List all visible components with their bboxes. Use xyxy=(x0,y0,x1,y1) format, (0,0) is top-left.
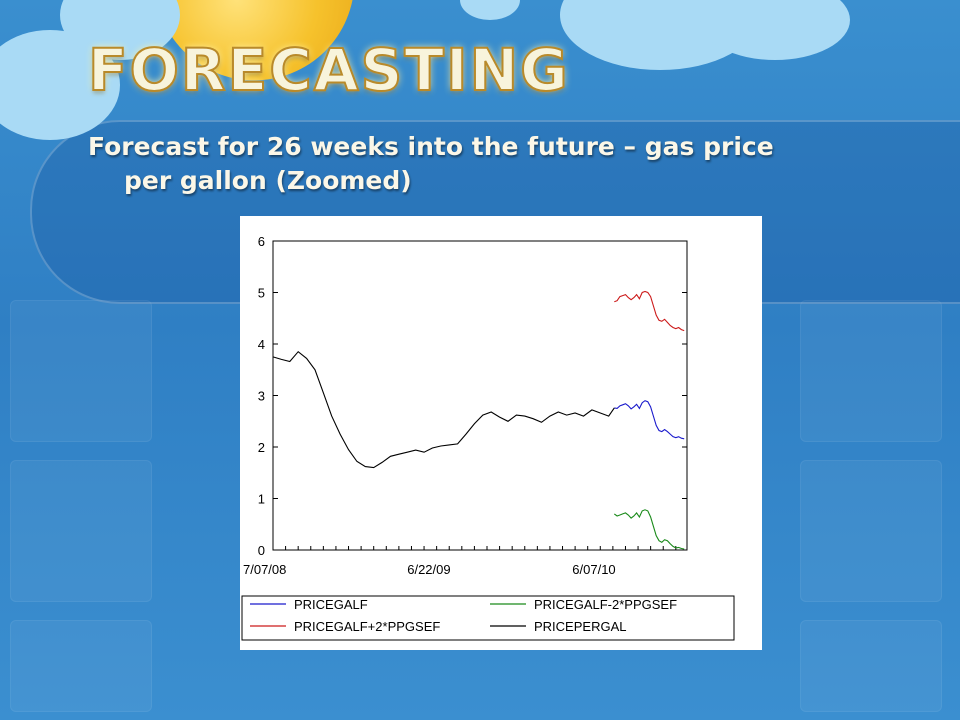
y-tick-label: 2 xyxy=(258,440,265,455)
background-tile xyxy=(800,300,942,442)
legend-box xyxy=(241,595,735,641)
x-axis: 7/07/08 6/22/09 6/07/10 xyxy=(243,546,677,577)
y-tick-label: 3 xyxy=(258,389,265,404)
slide-title: FORECASTING xyxy=(87,35,570,105)
slide-subtitle: Forecast for 26 weeks into the future – … xyxy=(88,130,888,198)
series-lines xyxy=(272,290,685,550)
subtitle-line-1: Forecast for 26 weeks into the future – … xyxy=(88,132,774,161)
cloud-icon xyxy=(460,0,520,20)
legend: PRICEGALF PRICEGALF-2*PPGSEF PRICEGALF+2*P… xyxy=(250,597,677,634)
series-line xyxy=(613,509,685,550)
background-tile xyxy=(10,300,152,442)
y-tick-label: 6 xyxy=(258,234,265,249)
background-tile xyxy=(10,620,152,712)
x-tick-label: 6/22/09 xyxy=(407,562,450,577)
x-tick-label: 6/07/10 xyxy=(572,562,615,577)
plot-area xyxy=(272,240,688,551)
y-axis: 0 1 2 3 4 5 6 xyxy=(258,234,687,558)
series-line xyxy=(272,350,615,469)
background-tile xyxy=(10,460,152,602)
x-tick-label: 7/07/08 xyxy=(243,562,286,577)
legend-label: PRICEGALF xyxy=(294,597,368,612)
y-tick-label: 1 xyxy=(258,492,265,507)
y-tick-label: 5 xyxy=(258,286,265,301)
series-line xyxy=(614,290,685,332)
background-tile xyxy=(800,460,942,602)
legend-label: PRICEPERGAL xyxy=(534,619,626,634)
background-tile xyxy=(800,620,942,712)
series-line xyxy=(614,400,685,440)
subtitle-line-2: per gallon (Zoomed) xyxy=(124,166,412,195)
y-tick-label: 0 xyxy=(258,543,265,558)
legend-label: PRICEGALF-2*PPGSEF xyxy=(534,597,677,612)
legend-label: PRICEGALF+2*PPGSEF xyxy=(294,619,440,634)
y-tick-label: 4 xyxy=(258,337,265,352)
